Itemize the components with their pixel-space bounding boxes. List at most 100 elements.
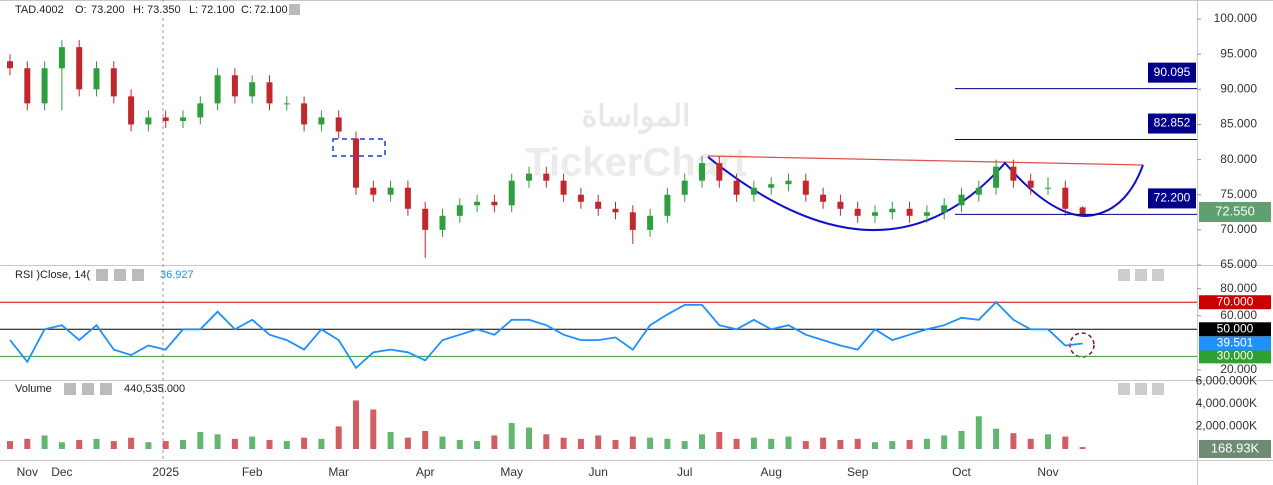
- volume-bar: [249, 436, 256, 449]
- icon[interactable]: [96, 269, 108, 281]
- level-box: [1148, 113, 1196, 134]
- candle-body: [889, 208, 896, 213]
- ohlc-value: 73.200: [91, 4, 125, 16]
- close-icon[interactable]: [289, 4, 300, 15]
- rsi-line: [9, 300, 1083, 370]
- y-tick-label: 6,000.000K: [1196, 373, 1257, 387]
- volume-bar: [76, 439, 83, 449]
- y-tick-label: 90.000: [1220, 81, 1257, 95]
- y-tick-label: 95.000: [1220, 46, 1257, 60]
- volume-bar: [24, 438, 31, 449]
- level-label: 70.000: [1217, 294, 1254, 308]
- y-tick-label: 85.000: [1220, 117, 1257, 131]
- icon[interactable]: [82, 383, 94, 395]
- ohlc-value: 72.100: [254, 4, 288, 16]
- watermark: المواساة: [582, 100, 691, 134]
- y-tick-label: 4,000.000K: [1196, 396, 1257, 410]
- candle-body: [370, 187, 377, 195]
- volume-bar: [629, 436, 636, 449]
- pane-button[interactable]: [1118, 383, 1130, 395]
- candle-body: [768, 184, 775, 188]
- volume-bar: [197, 432, 204, 449]
- volume-bar: [681, 441, 688, 449]
- volume-bar: [353, 400, 359, 449]
- volume-value: 440,535.000: [124, 383, 185, 395]
- volume-title: Volume: [15, 383, 52, 395]
- volume-bar: [923, 438, 930, 449]
- candle-body: [854, 208, 861, 216]
- volume-bar: [7, 441, 13, 449]
- ohlc-label: H:: [133, 4, 144, 16]
- last-value-box: [1199, 336, 1271, 351]
- candle-body: [975, 187, 982, 195]
- x-tick-label: Dec: [51, 465, 72, 479]
- candle-body: [595, 201, 602, 209]
- volume-bar: [1010, 433, 1017, 449]
- level-box: [1199, 322, 1271, 337]
- x-tick-label: 2025: [152, 465, 179, 479]
- icon[interactable]: [132, 269, 144, 281]
- pane-button[interactable]: [1118, 269, 1130, 281]
- volume-bar: [768, 438, 775, 449]
- candle-body: [1027, 180, 1034, 188]
- candle-body: [629, 212, 636, 230]
- level-box: [1148, 62, 1196, 83]
- y-tick-label: 100.000: [1214, 11, 1258, 25]
- candle-body: [318, 117, 325, 125]
- pane-button[interactable]: [1135, 269, 1147, 281]
- candle-body: [560, 180, 567, 195]
- icon[interactable]: [100, 383, 112, 395]
- y-tick-label: 70.000: [1220, 222, 1257, 236]
- volume-bar: [785, 436, 792, 449]
- volume-bar: [301, 437, 308, 449]
- volume-bar: [439, 436, 446, 449]
- volume-bar: [283, 441, 290, 449]
- ohlc-label: O:: [75, 4, 87, 16]
- level-box: [1199, 295, 1271, 310]
- icon[interactable]: [64, 383, 76, 395]
- volume-bar: [318, 438, 325, 449]
- candle-body: [612, 208, 619, 213]
- candle-body: [1010, 166, 1017, 181]
- ohlc-value: 72.100: [201, 4, 235, 16]
- volume-bar: [387, 432, 394, 449]
- pane-button[interactable]: [1152, 269, 1164, 281]
- volume-bar: [335, 426, 342, 449]
- pane-button[interactable]: [1152, 383, 1164, 395]
- candle-body: [24, 68, 31, 104]
- volume-bar: [145, 442, 152, 449]
- candle-body: [906, 208, 913, 216]
- rsi-value: 36.927: [160, 269, 194, 281]
- volume-bar: [577, 438, 584, 449]
- candle-body: [923, 212, 930, 216]
- level-label: 90.095: [1154, 65, 1191, 79]
- x-tick-label: Nov: [1037, 465, 1058, 479]
- candle-body: [456, 205, 463, 216]
- volume-bar: [93, 438, 100, 449]
- candle-body: [93, 68, 100, 90]
- candle-body: [7, 61, 13, 69]
- ohlc-label: C:: [241, 4, 252, 16]
- candle-body: [802, 180, 809, 195]
- last-value-box: [1199, 440, 1271, 458]
- icon[interactable]: [114, 269, 126, 281]
- last-price-label: 72.550: [1215, 203, 1255, 218]
- candle-body: [1045, 187, 1051, 189]
- rsi-title: RSI )Close, 14(: [15, 269, 91, 281]
- candle-body: [785, 180, 792, 185]
- volume-bar: [854, 438, 861, 449]
- volume-bar: [664, 438, 671, 449]
- last-value-label: 168.93K: [1211, 440, 1260, 455]
- candle-body: [76, 47, 83, 90]
- candle-body: [664, 194, 671, 216]
- volume-bar: [266, 439, 273, 449]
- pane-button[interactable]: [1135, 383, 1147, 395]
- candle-body: [404, 187, 411, 209]
- candle-body: [162, 117, 169, 121]
- volume-bar: [58, 442, 65, 449]
- volume-bar: [508, 423, 515, 449]
- candle-body: [145, 117, 152, 125]
- candle-body: [422, 208, 429, 230]
